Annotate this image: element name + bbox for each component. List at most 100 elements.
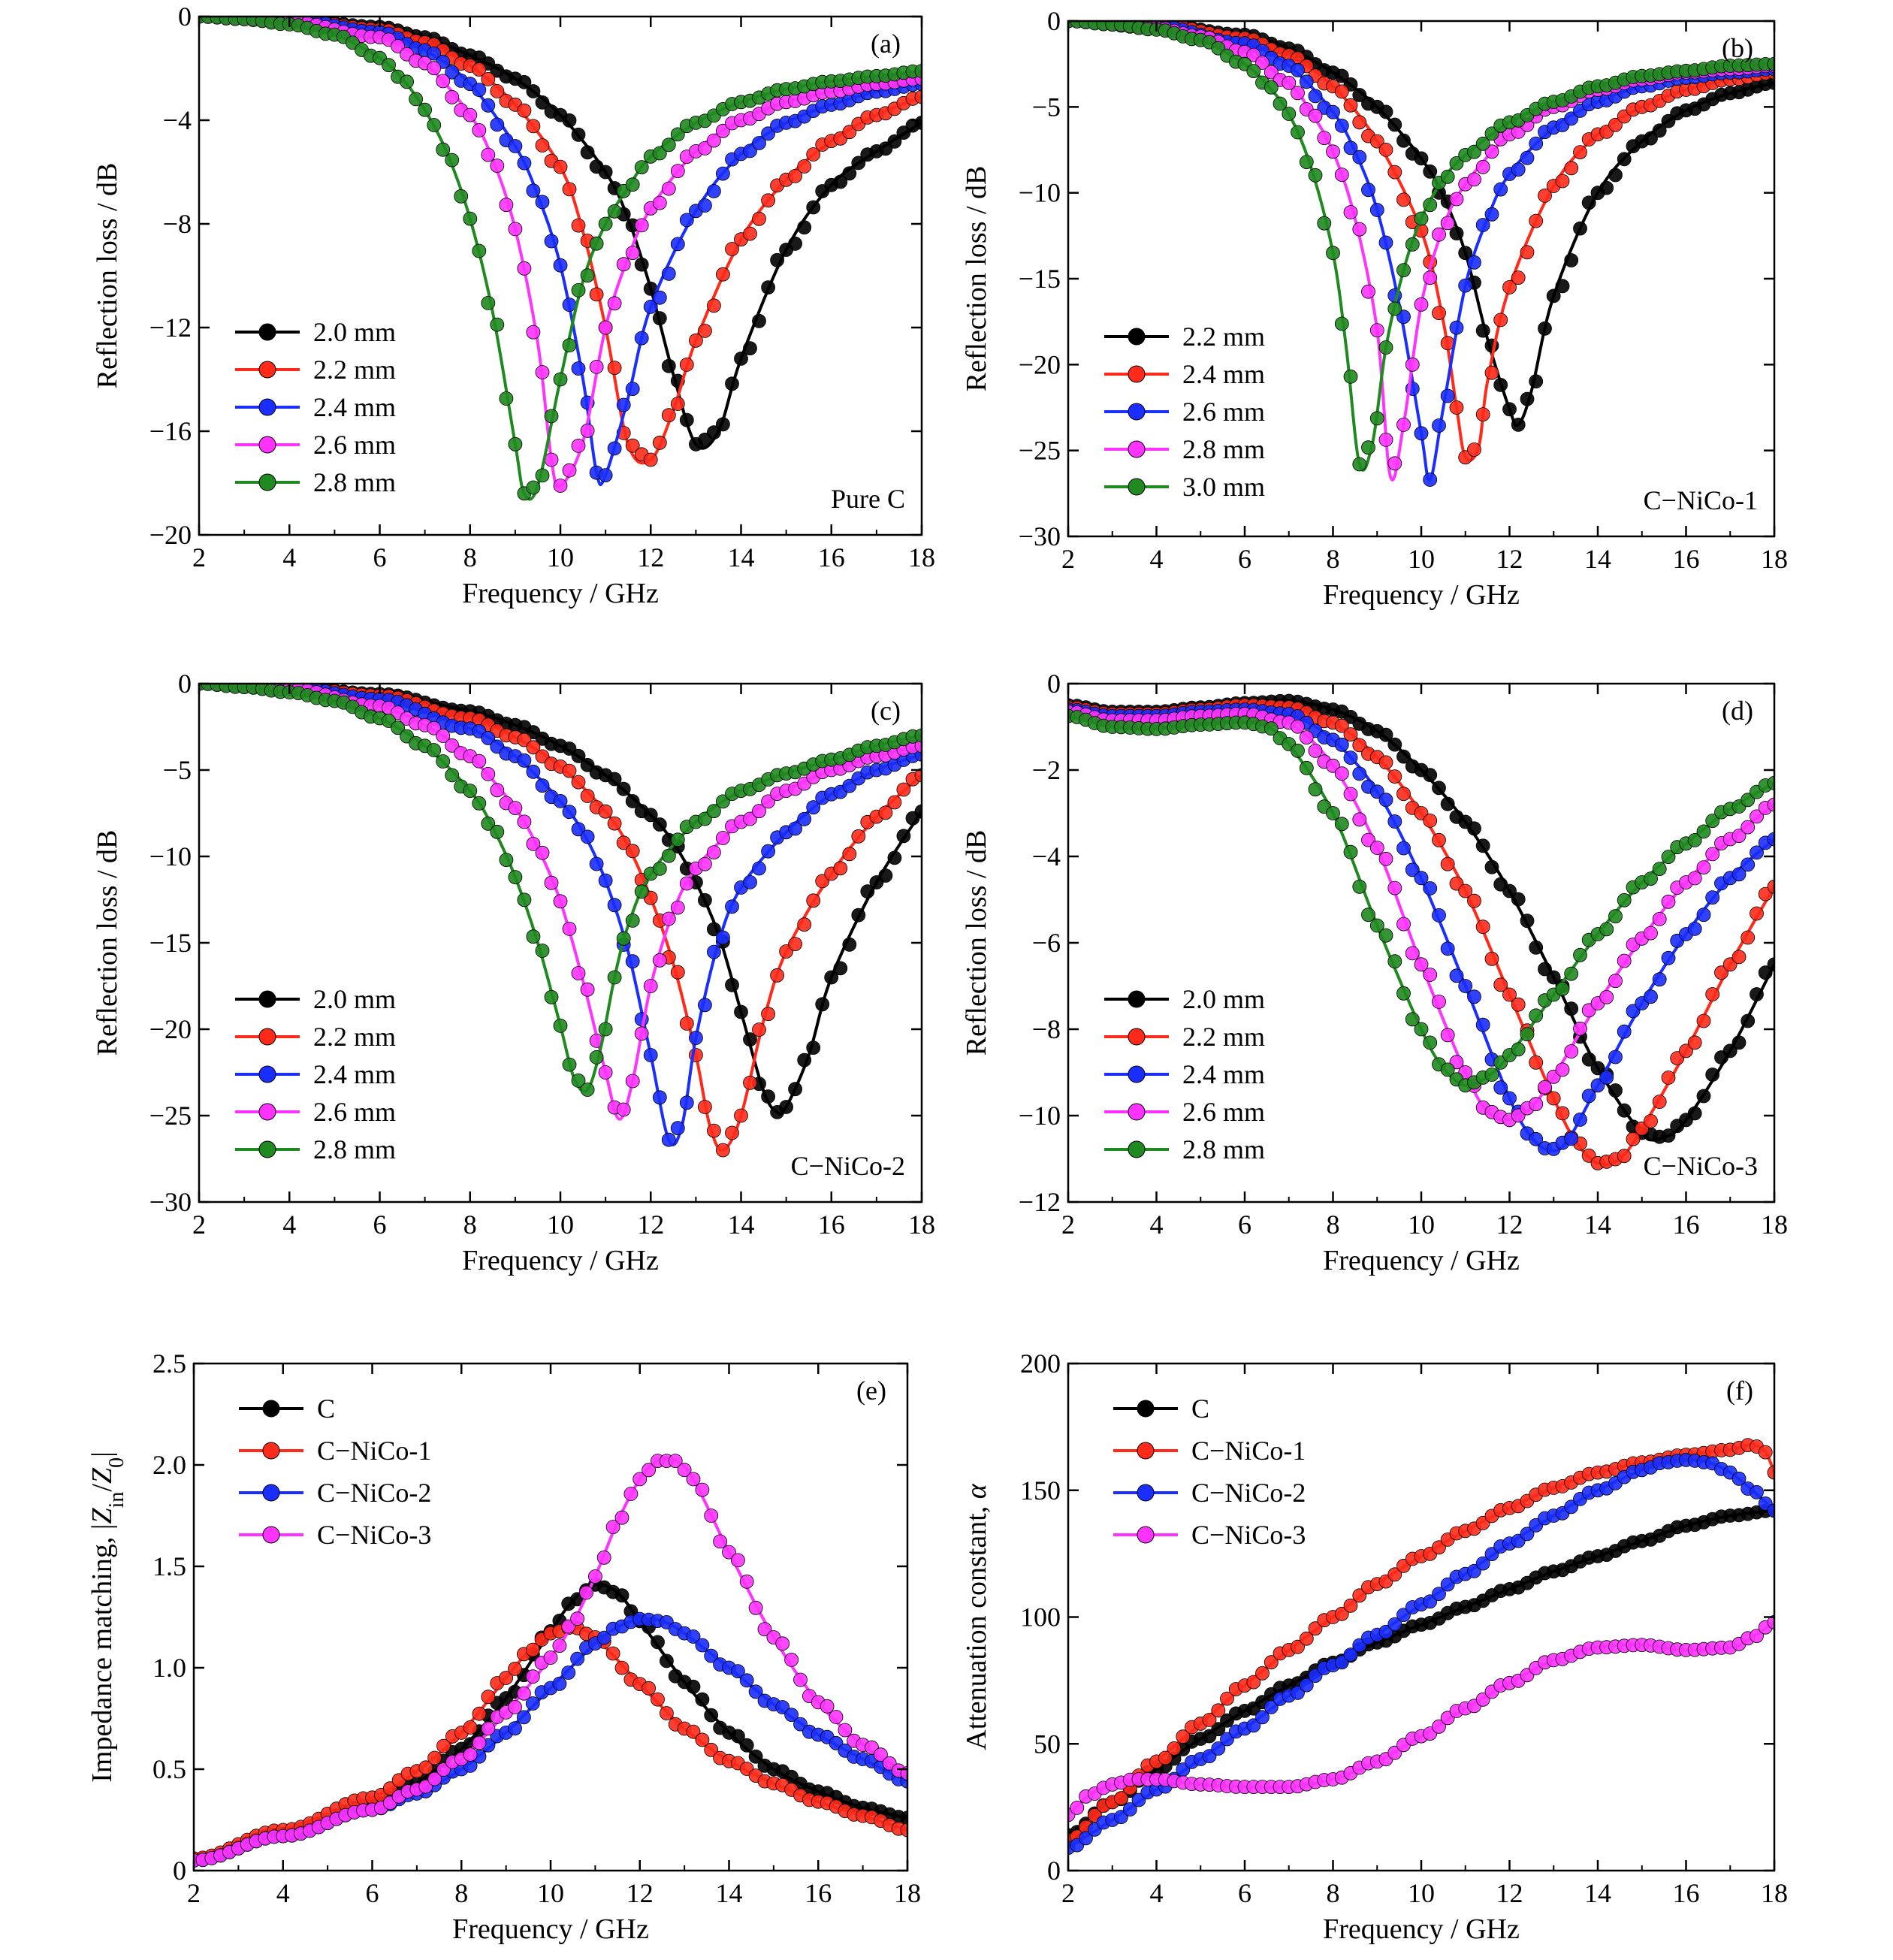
data-point xyxy=(517,892,532,908)
data-point xyxy=(670,965,685,980)
data-point xyxy=(1741,820,1756,835)
data-point xyxy=(1414,871,1429,886)
data-point xyxy=(833,174,848,189)
data-point xyxy=(1617,953,1632,968)
data-point xyxy=(1414,211,1429,226)
data-point xyxy=(743,1075,757,1090)
data-point xyxy=(481,1721,496,1736)
legend-swatch-marker xyxy=(262,1400,280,1418)
y-tick-label: 2.0 xyxy=(152,1450,186,1480)
legend-entry: C xyxy=(317,1394,335,1424)
data-point xyxy=(1750,809,1764,824)
data-point xyxy=(1308,89,1323,104)
data-point xyxy=(1308,782,1323,797)
data-point xyxy=(1475,1017,1490,1032)
data-point xyxy=(1343,727,1358,741)
data-point xyxy=(1731,867,1747,882)
data-point xyxy=(436,729,451,743)
data-point xyxy=(1617,1103,1632,1118)
data-point xyxy=(686,1472,701,1487)
legend-swatch-marker xyxy=(258,473,276,491)
data-point xyxy=(1361,440,1375,455)
data-point xyxy=(445,65,460,80)
legend-swatch-marker xyxy=(258,990,276,1008)
data-point xyxy=(1440,216,1455,231)
data-point xyxy=(1767,957,1774,972)
x-tick-label: 16 xyxy=(1673,544,1700,574)
data-point xyxy=(1696,1089,1711,1104)
x-tick-label: 2 xyxy=(1061,1210,1075,1240)
data-point xyxy=(625,914,640,928)
x-axis-label: Frequency / GHz xyxy=(452,1913,649,1945)
legend-entry: 2.0 mm xyxy=(313,317,396,347)
data-point xyxy=(698,198,712,213)
data-point xyxy=(1661,1128,1676,1143)
data-point xyxy=(914,89,922,104)
data-point xyxy=(779,1100,793,1114)
data-point xyxy=(731,1553,745,1568)
data-point xyxy=(544,452,559,467)
data-point xyxy=(1449,156,1464,171)
y-tick-label: 1.5 xyxy=(152,1551,186,1581)
data-point xyxy=(1432,995,1446,1009)
data-point xyxy=(707,1123,721,1138)
data-point xyxy=(1458,246,1473,261)
panel-tag: (e) xyxy=(856,1376,886,1406)
y-tick-label: 1.0 xyxy=(152,1653,186,1683)
legend-entry: 2.2 mm xyxy=(1182,1022,1265,1052)
data-point xyxy=(1520,914,1535,929)
data-point xyxy=(1617,1149,1632,1164)
legend-entry: 2.4 mm xyxy=(313,1059,396,1089)
data-point xyxy=(1369,134,1384,149)
data-point xyxy=(643,452,658,467)
data-point xyxy=(1396,917,1411,932)
data-point xyxy=(1484,1068,1499,1082)
data-point xyxy=(1378,851,1393,866)
data-point xyxy=(704,1708,719,1723)
data-point xyxy=(1687,922,1702,936)
data-point xyxy=(1652,862,1667,876)
data-point xyxy=(1396,841,1411,856)
data-point xyxy=(1167,1741,1182,1756)
x-tick-label: 6 xyxy=(366,1878,379,1908)
data-point xyxy=(1767,879,1774,894)
data-point xyxy=(553,159,568,174)
data-point xyxy=(1484,951,1499,966)
data-point xyxy=(660,1706,674,1720)
data-point xyxy=(1661,850,1676,864)
data-point xyxy=(829,1710,844,1724)
data-point xyxy=(725,1125,739,1140)
data-point xyxy=(833,861,848,876)
data-point xyxy=(914,64,922,78)
y-tick-label: −12 xyxy=(149,313,192,343)
data-point xyxy=(1502,279,1517,294)
x-tick-label: 14 xyxy=(728,1210,755,1240)
data-point xyxy=(1608,974,1623,989)
chart-panel-f: 2 4 6 8 10 12 14 16 18 0 50 100 150 200 Frequency / GH… xyxy=(961,1348,1788,1945)
data-point xyxy=(679,357,694,372)
data-point xyxy=(553,479,568,493)
data-point xyxy=(481,816,496,831)
data-point xyxy=(1414,1022,1429,1037)
data-point xyxy=(1458,278,1473,293)
data-point xyxy=(1511,162,1526,177)
series-group xyxy=(1068,21,1774,487)
legend-entry: 2.2 mm xyxy=(313,1022,396,1052)
data-point xyxy=(1564,1001,1579,1016)
data-point xyxy=(571,282,586,297)
data-point xyxy=(1387,456,1402,471)
data-point xyxy=(614,1588,629,1603)
data-point xyxy=(463,211,478,226)
data-point xyxy=(1352,222,1367,237)
data-point xyxy=(562,338,577,353)
legend-swatch-marker xyxy=(258,436,276,454)
data-point xyxy=(668,1454,683,1468)
data-point xyxy=(1696,824,1711,839)
data-point xyxy=(472,122,487,137)
data-point xyxy=(1246,1718,1261,1733)
data-point xyxy=(914,804,922,819)
data-point xyxy=(490,317,505,332)
data-point xyxy=(716,166,730,181)
legend-entry: 2.6 mm xyxy=(1182,1097,1265,1127)
x-tick-label: 4 xyxy=(282,542,296,572)
